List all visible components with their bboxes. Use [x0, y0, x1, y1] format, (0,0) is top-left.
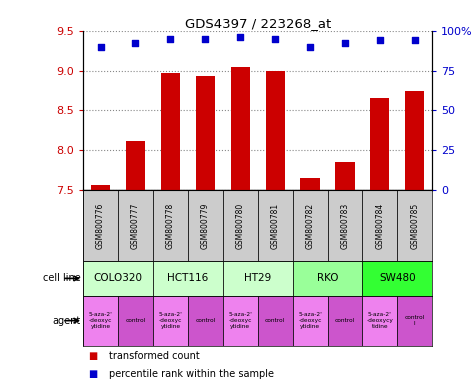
Text: RKO: RKO — [317, 273, 338, 283]
Point — [167, 36, 174, 42]
Bar — [258, 296, 293, 346]
Bar — [223, 261, 293, 296]
Bar — [398, 296, 432, 346]
Text: control
l: control l — [405, 315, 425, 326]
Bar — [266, 71, 285, 190]
Bar — [223, 190, 258, 261]
Bar — [328, 190, 362, 261]
Text: control: control — [265, 318, 285, 323]
Point — [341, 40, 349, 46]
Bar — [196, 76, 215, 190]
Text: GSM800778: GSM800778 — [166, 202, 175, 249]
Point — [237, 34, 244, 40]
Bar — [328, 296, 362, 346]
Bar — [231, 67, 250, 190]
Bar — [370, 98, 389, 190]
Bar — [405, 91, 424, 190]
Text: agent: agent — [53, 316, 81, 326]
Bar — [126, 141, 145, 190]
Bar — [91, 185, 110, 190]
Bar — [118, 190, 153, 261]
Bar — [153, 296, 188, 346]
Point — [97, 43, 104, 50]
Bar — [293, 296, 328, 346]
Text: HCT116: HCT116 — [167, 273, 209, 283]
Text: GSM800780: GSM800780 — [236, 202, 245, 249]
Bar — [301, 178, 320, 190]
Bar — [293, 190, 328, 261]
Text: GSM800777: GSM800777 — [131, 202, 140, 249]
Text: GSM800779: GSM800779 — [201, 202, 210, 249]
Bar — [362, 296, 398, 346]
Text: cell line: cell line — [43, 273, 81, 283]
Bar — [362, 190, 398, 261]
Text: GSM800785: GSM800785 — [410, 202, 419, 249]
Text: transformed count: transformed count — [109, 351, 200, 361]
Bar — [223, 296, 258, 346]
Bar — [83, 261, 153, 296]
Text: GSM800783: GSM800783 — [341, 202, 350, 249]
Bar — [188, 190, 223, 261]
Text: control: control — [125, 318, 146, 323]
Bar — [83, 190, 118, 261]
Bar — [118, 296, 153, 346]
Point — [376, 37, 384, 43]
Bar — [258, 190, 293, 261]
Text: 5-aza-2'
-deoxycy
tidine: 5-aza-2' -deoxycy tidine — [366, 312, 393, 329]
Text: percentile rank within the sample: percentile rank within the sample — [109, 369, 274, 379]
Text: SW480: SW480 — [379, 273, 416, 283]
Text: control: control — [195, 318, 216, 323]
Text: HT29: HT29 — [244, 273, 271, 283]
Point — [201, 36, 209, 42]
Bar — [335, 162, 354, 190]
Point — [306, 43, 314, 50]
Bar — [362, 261, 432, 296]
Text: GSM800784: GSM800784 — [375, 202, 384, 249]
Bar — [398, 190, 432, 261]
Text: GSM800781: GSM800781 — [271, 202, 280, 249]
Point — [132, 40, 139, 46]
Text: ■: ■ — [88, 351, 97, 361]
Bar — [161, 73, 180, 190]
Point — [271, 36, 279, 42]
Bar — [153, 190, 188, 261]
Text: 5-aza-2'
-deoxyc
ytidine: 5-aza-2' -deoxyc ytidine — [298, 312, 322, 329]
Text: 5-aza-2'
-deoxyc
ytidine: 5-aza-2' -deoxyc ytidine — [228, 312, 252, 329]
Bar — [83, 296, 118, 346]
Text: 5-aza-2'
-deoxyc
ytidine: 5-aza-2' -deoxyc ytidine — [89, 312, 113, 329]
Text: GSM800782: GSM800782 — [305, 202, 314, 249]
Text: control: control — [335, 318, 355, 323]
Text: COLO320: COLO320 — [94, 273, 142, 283]
Bar — [188, 296, 223, 346]
Bar — [153, 261, 223, 296]
Text: ■: ■ — [88, 369, 97, 379]
Title: GDS4397 / 223268_at: GDS4397 / 223268_at — [185, 17, 331, 30]
Bar — [293, 261, 362, 296]
Point — [411, 37, 418, 43]
Text: 5-aza-2'
-deoxyc
ytidine: 5-aza-2' -deoxyc ytidine — [159, 312, 182, 329]
Text: GSM800776: GSM800776 — [96, 202, 105, 249]
